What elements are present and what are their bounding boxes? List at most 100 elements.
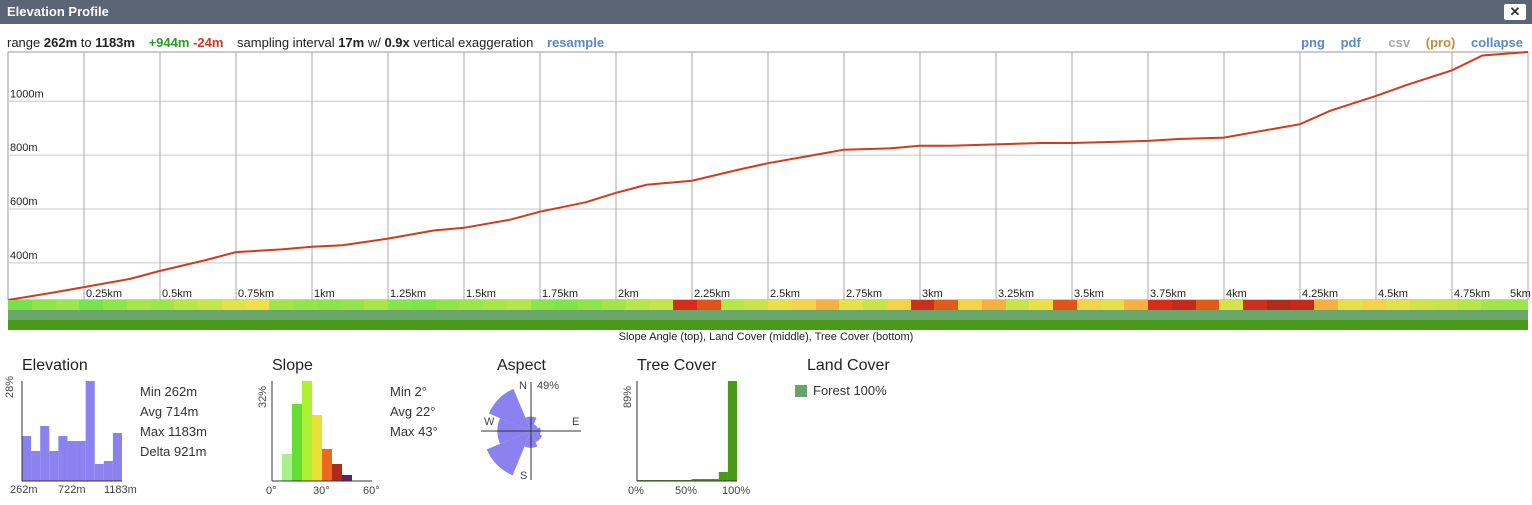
resample-link[interactable]: resample	[546, 35, 605, 50]
slope-strip-segment	[934, 300, 958, 310]
tree-x-label-0: 0%	[628, 485, 644, 497]
slope-strip-segment	[673, 300, 697, 310]
aspect-petal	[531, 431, 543, 443]
slope-strip-segment	[1243, 300, 1267, 310]
slope-strip-segment	[316, 300, 341, 310]
x-tick-label: 3.25km	[998, 288, 1034, 300]
elevation-bar	[58, 436, 68, 481]
slope-strip-segment	[839, 300, 863, 310]
x-tick-label: 0.5km	[162, 288, 192, 300]
aspect-south-label: S	[520, 470, 528, 482]
elevation-loss: -24m	[193, 35, 224, 50]
slope-strip-segment	[696, 300, 721, 310]
x-tick-label: 2km	[618, 288, 639, 300]
y-tick-label: 600m	[10, 196, 38, 208]
slope-bar	[322, 449, 332, 481]
elevation-gain: +944m	[148, 35, 190, 50]
elevation-bar	[22, 436, 32, 481]
elevation-x-label-mid: 722m	[58, 484, 86, 496]
elevation-bar	[94, 464, 104, 481]
slope-strip-segment	[174, 300, 198, 310]
slope-strip-segment	[744, 300, 768, 310]
slope-strip-segment	[1480, 300, 1505, 310]
png-link[interactable]: png	[1301, 35, 1325, 50]
elevation-bar	[49, 451, 59, 481]
slope-bar	[282, 454, 292, 481]
tree-cover-bar	[700, 479, 710, 481]
slope-strip-segment	[1005, 300, 1030, 310]
slope-strip-segment	[1290, 300, 1315, 310]
slope-strip-segment	[1195, 300, 1220, 310]
slope-strip-segment	[1385, 300, 1410, 310]
land-cover-panel-title: Land Cover	[807, 357, 890, 374]
slope-strip-segment	[221, 300, 246, 310]
csv-pro-link[interactable]: csv (pro)	[1376, 35, 1455, 50]
elevation-bar	[31, 451, 41, 481]
slope-strip-segment	[863, 300, 887, 310]
elevation-profile-chart[interactable]: 400m 600m 800m 1000m 0.25km 0.5km 0.75km 1km 1.2…	[0, 50, 1532, 300]
slope-histogram	[271, 381, 372, 482]
elevation-stat-max: Max 1183m	[140, 424, 207, 439]
x-tick-label: 5km	[1510, 288, 1531, 300]
aspect-east-label: E	[572, 416, 580, 428]
x-tick-label: 1km	[314, 288, 335, 300]
elevation-x-label-max: 1183m	[104, 484, 137, 496]
elevation-bar	[76, 441, 86, 481]
slope-strip-segment	[720, 300, 745, 310]
slope-strip-segment	[293, 300, 317, 310]
strip-caption: Slope Angle (top), Land Cover (middle), …	[618, 331, 914, 343]
slope-stat-avg: Avg 22°	[390, 404, 436, 419]
slope-strip-segment	[1100, 300, 1125, 310]
range-max: 1183m	[95, 35, 135, 50]
aspect-rose	[481, 382, 581, 480]
x-tick-label: 2.75km	[846, 288, 882, 300]
y-tick-label: 800m	[10, 142, 38, 154]
slope-strip-segment	[1148, 300, 1172, 310]
slope-strip-segment	[435, 300, 460, 310]
tree-cover-bar	[718, 472, 728, 481]
slope-strip-segment	[483, 300, 507, 310]
elevation-x-label-min: 262m	[10, 484, 38, 496]
x-tick-label: 4km	[1226, 288, 1247, 300]
x-tick-label: 3.5km	[1074, 288, 1104, 300]
slope-stat-max: Max 43°	[390, 424, 438, 439]
aspect-petal	[488, 388, 531, 431]
slope-strip-segment	[1076, 300, 1101, 310]
close-button[interactable]: ✕	[1504, 4, 1526, 20]
exaggeration-value: 0.9x	[384, 35, 410, 50]
pdf-link[interactable]: pdf	[1340, 35, 1361, 50]
slope-strip-segment	[886, 300, 911, 310]
x-tick-label: 2.25km	[694, 288, 730, 300]
elevation-bar	[85, 381, 95, 481]
slope-strip-segment	[340, 300, 365, 310]
slope-stat-min: Min 2°	[390, 384, 427, 399]
collapse-link[interactable]: collapse	[1470, 35, 1523, 50]
slope-panel-title: Slope	[272, 357, 313, 374]
aspect-west-label: W	[484, 416, 495, 428]
slope-x-label-30: 30°	[313, 485, 330, 497]
slope-strip-segment	[1171, 300, 1196, 310]
x-tick-label: 3.75km	[1150, 288, 1186, 300]
slope-angle-strip	[8, 300, 1528, 310]
slope-strip-segment	[198, 300, 222, 310]
aspect-petal	[486, 431, 531, 476]
exaggeration-suffix: vertical exaggeration	[409, 35, 534, 50]
slope-strip-segment	[1409, 300, 1433, 310]
slope-strip-segment	[601, 300, 626, 310]
aspect-north-label: N	[519, 380, 527, 392]
slope-strip-segment	[150, 300, 175, 310]
slope-strip-segment	[1456, 300, 1481, 310]
slope-strip-segment	[245, 300, 270, 310]
slope-strip-segment	[649, 300, 673, 310]
x-tick-label: 4.75km	[1454, 288, 1490, 300]
csv-label: csv	[1388, 35, 1411, 50]
slope-strip-segment	[1266, 300, 1291, 310]
slope-strip-segment	[625, 300, 650, 310]
profile-strips	[8, 300, 1528, 330]
window-titlebar: Elevation Profile ✕	[0, 0, 1532, 24]
tree-x-label-50: 50%	[675, 485, 698, 497]
tree-cover-panel-title: Tree Cover	[637, 357, 717, 374]
slope-x-label-0: 0°	[266, 485, 277, 497]
elevation-bar	[112, 433, 122, 481]
slope-strip-segment	[1504, 300, 1528, 310]
